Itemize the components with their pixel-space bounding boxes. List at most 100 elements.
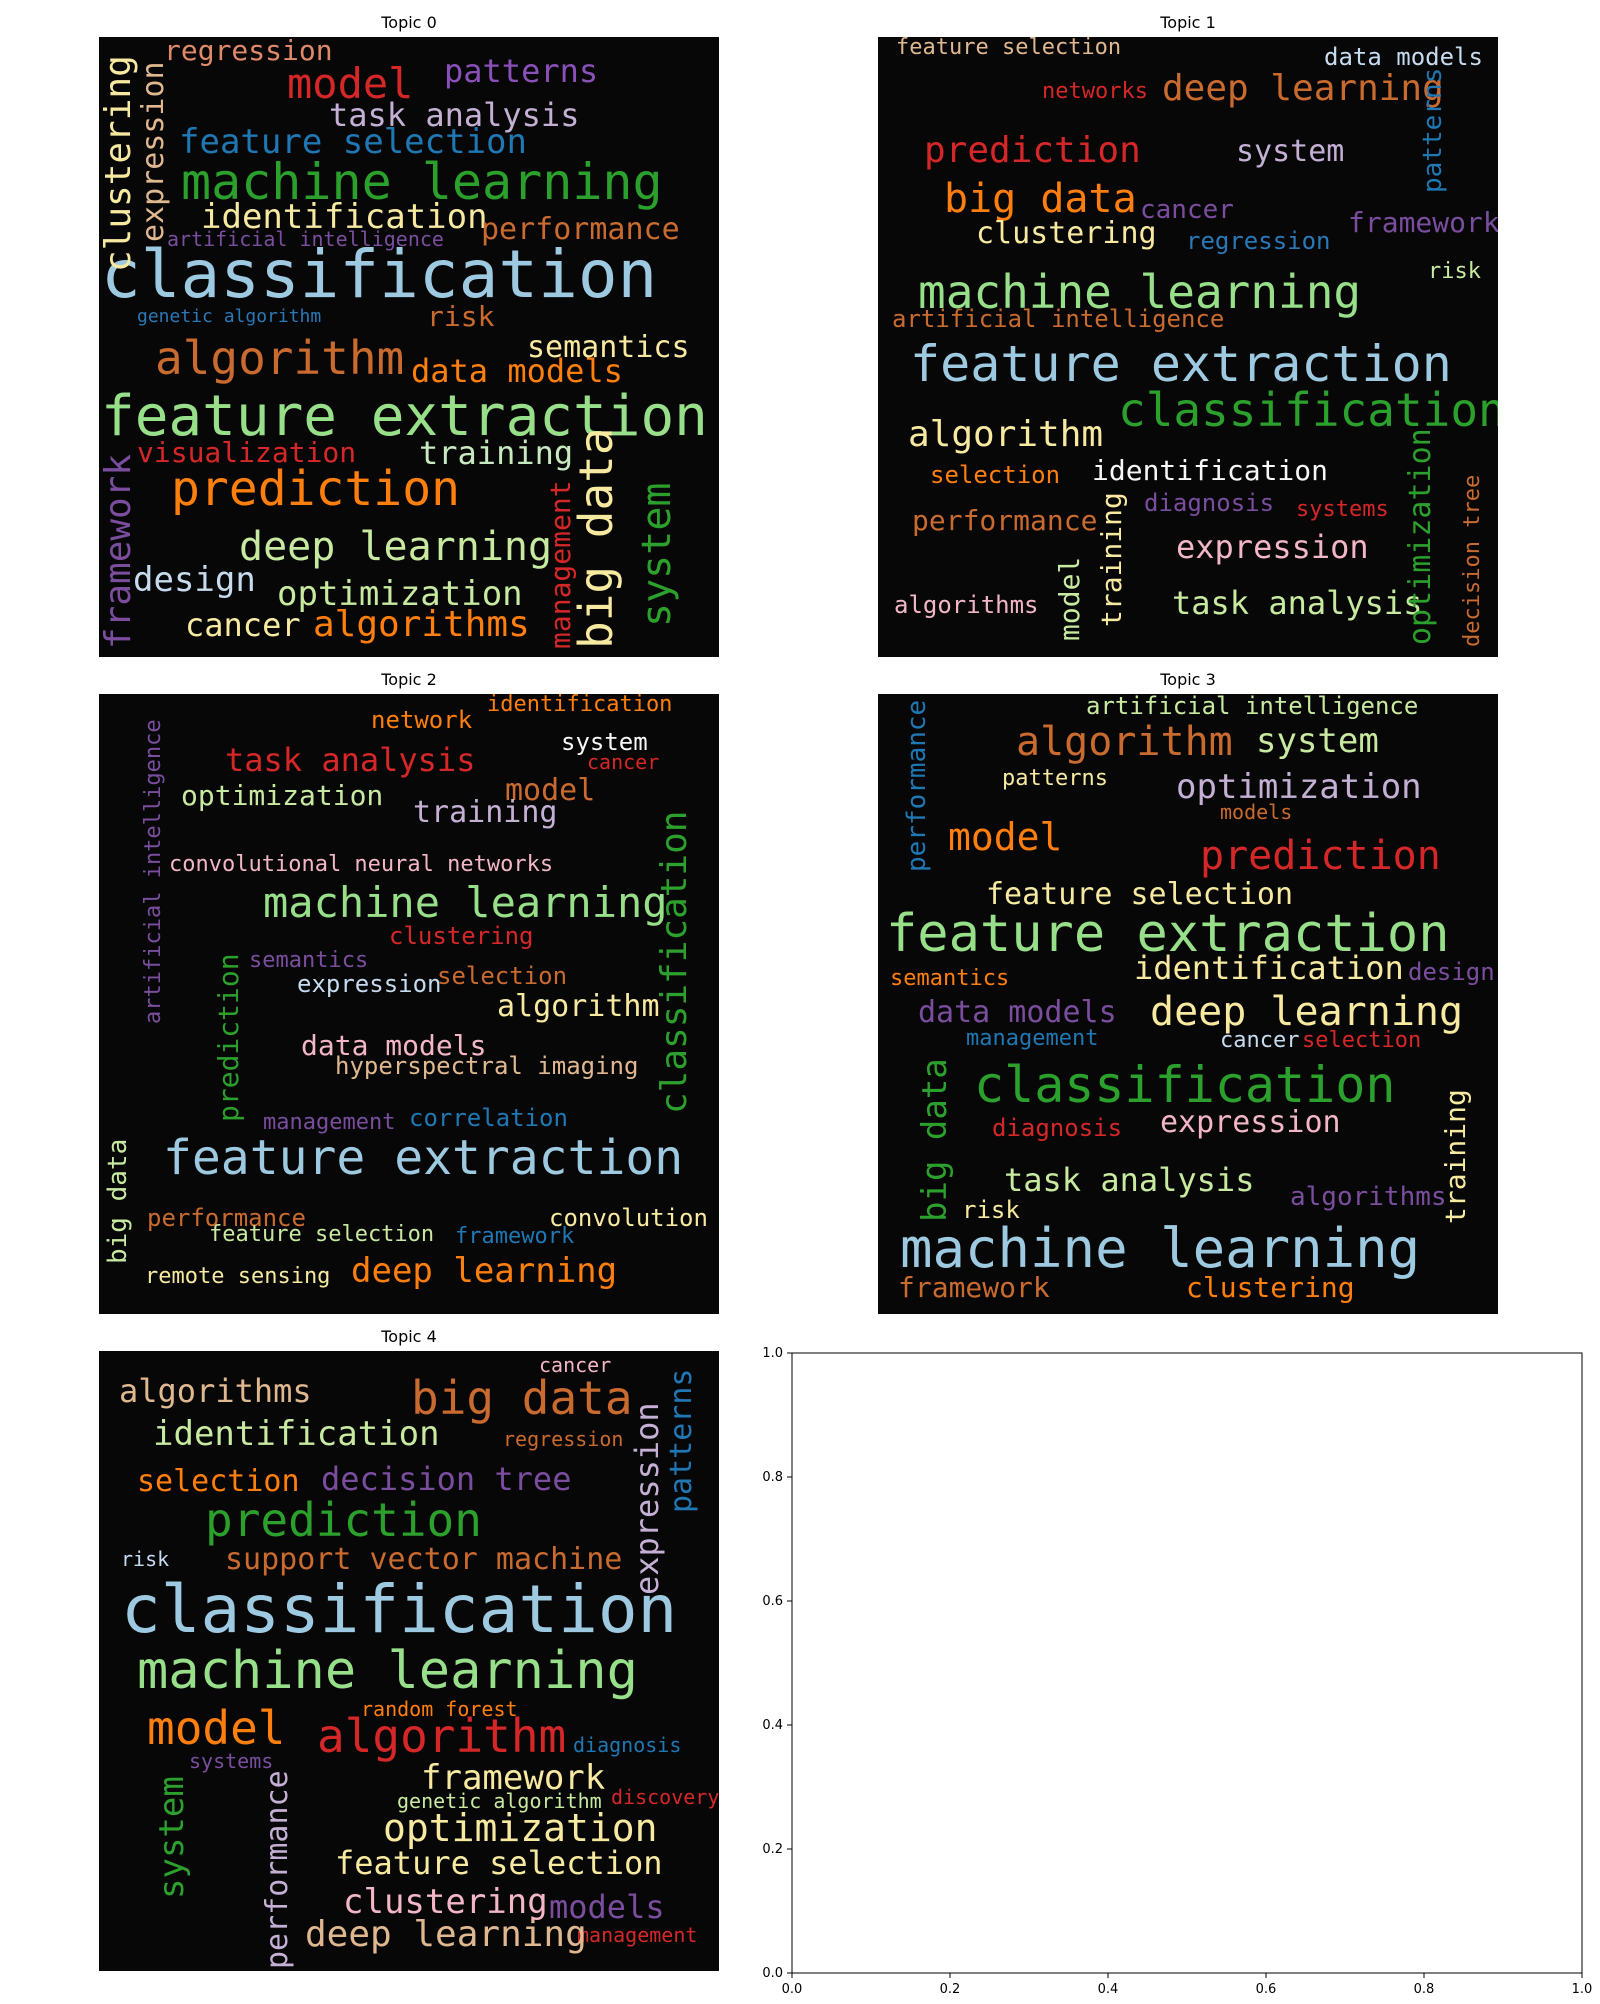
wordcloud-word: optimization [1176,767,1422,807]
wordcloud-word: selection [1302,1028,1422,1053]
wordcloud-word: regression [503,1427,624,1451]
wordcloud-word: convolution [549,1204,708,1232]
wordcloud-word-vertical: patterns [1418,67,1448,193]
wordcloud-word: task analysis [1172,584,1423,622]
x-tick-label: 0.8 [1414,1982,1435,1997]
wordcloud-word: classification [121,1571,678,1648]
wordcloud-word: algorithm [155,331,405,385]
wordcloud-word: machine learning [263,878,668,927]
wordcloud-word: feature extraction [886,904,1450,964]
wordcloud-word: correlation [409,1104,568,1132]
x-tick-label: 0.4 [1098,1982,1119,1997]
wordcloud-word: risk [427,300,495,333]
wordcloud-word: optimization [277,574,523,614]
wordcloud-word: algorithm [1016,719,1233,765]
wordcloud-word: algorithm [908,414,1104,455]
wordcloud-topic-0: regression model patterns task analysis feat… [99,37,719,657]
wordcloud-word: deep learning [1150,989,1464,1035]
wordcloud-word: system [1236,134,1345,169]
panel-title-topic-2: Topic 2 [381,670,437,689]
wordcloud-word: discovery [611,1785,719,1809]
wordcloud-word-vertical: model [1053,556,1086,641]
wordcloud-word: hyperspectral imaging [335,1052,639,1080]
wordcloud-word: classification [1118,383,1498,437]
wordcloud-word-vertical: big data [569,427,623,649]
wordcloud-word: diagnosis [992,1114,1123,1142]
wordcloud-word: algorithm [317,1709,567,1763]
wordcloud-word: selection [930,461,1061,489]
y-tick-label: 0.6 [762,1594,783,1609]
wordcloud-word: expression [297,970,442,998]
wordcloud-word: framework [455,1224,575,1249]
wordcloud-word-vertical: big data [915,1058,955,1222]
panel-title-topic-0: Topic 0 [381,13,437,32]
empty-axes-panel: 0.0 0.2 0.4 0.6 0.8 1.0 0.0 0.2 0.4 0.6 0.8 1.0 [740,1340,1600,2000]
wordcloud-word: management [966,1026,1099,1051]
wordcloud-word: clustering [389,922,534,950]
wordcloud-topic-2: identification network system cancer task an… [99,694,719,1314]
wordcloud-word: big data [944,176,1137,222]
x-tick-label: 0.2 [940,1982,961,1997]
wordcloud-word: training [413,795,558,830]
wordcloud-word: task analysis [1004,1161,1255,1199]
wordcloud-word: selection [137,1464,300,1499]
wordcloud-word: design [1408,958,1495,986]
wordcloud-word-vertical: optimization [1403,428,1438,645]
wordcloud-word: clustering [343,1882,548,1922]
wordcloud-word: prediction [205,1493,482,1547]
wordcloud-word: algorithms [119,1372,312,1410]
wordcloud-word-vertical: artificial intelligence [141,719,166,1024]
wordcloud-word: regression [164,37,333,67]
wordcloud-word-vertical: system [634,482,680,628]
wordcloud-word: feature selection [896,37,1122,60]
wordcloud-word: expression [1160,1105,1341,1140]
wordcloud-word: semantics [527,330,690,365]
wordcloud-word: cancer [1220,1028,1300,1053]
wordcloud-word: big data [411,1371,633,1425]
wordcloud-word: cancer [185,606,301,644]
wordcloud-word: prediction [924,130,1141,171]
wordcloud-word: identification [153,1414,440,1454]
wordcloud-topic-3: artificial intelligence algorithm system pa… [878,694,1498,1314]
wordcloud-word: regression [1186,227,1331,255]
wordcloud-word: networks [1042,79,1148,104]
wordcloud-word: classification [101,236,658,313]
wordcloud-word-vertical: performance [260,1770,295,1969]
wordcloud-word: genetic algorithm [397,1789,602,1813]
wordcloud-word: machine learning [137,1641,638,1701]
axes-frame [791,1352,1583,1974]
wordcloud-word: risk [1428,259,1481,284]
wordcloud-word: management [263,1110,396,1135]
wordcloud-word: feature extraction [910,335,1452,393]
wordcloud-word: clustering [976,216,1157,251]
y-tick-label: 1.0 [762,1346,783,1361]
wordcloud-word-vertical: prediction [212,953,245,1122]
wordcloud-word: network [371,706,473,734]
wordcloud-word: cancer [587,750,660,774]
y-tick-label: 0.0 [762,1966,783,1981]
wordcloud-word-vertical: patterns [664,1368,699,1514]
wordcloud-word: diagnosis [1144,489,1275,517]
wordcloud-word-vertical: classification [654,810,695,1114]
wordcloud-word: prediction [171,461,460,517]
wordcloud-word-vertical: system [152,1776,192,1899]
wordcloud-word: model [287,59,414,108]
wordcloud-word: algorithms [1290,1182,1447,1212]
wordcloud-word: task analysis [329,96,580,134]
wordcloud-topic-4: cancer algorithms big data regression identi… [99,1351,719,1971]
wordcloud-word: algorithm [497,989,660,1024]
wordcloud-word: artificial intelligence [892,305,1225,333]
wordcloud-word: machine learning [181,153,663,211]
panel-title-topic-4: Topic 4 [381,1327,437,1346]
wordcloud-word: artificial intelligence [167,227,444,251]
wordcloud-word: data models [918,995,1117,1030]
wordcloud-word: deep learning [305,1914,587,1955]
wordcloud-word: patterns [1002,766,1108,791]
wordcloud-word: optimization [383,1806,658,1850]
wordcloud-word: task analysis [225,741,476,779]
wordcloud-word: diagnosis [573,1733,682,1757]
panel-title-topic-3: Topic 3 [1160,670,1216,689]
wordcloud-word: framework [898,1271,1050,1304]
wordcloud-word: data models [1324,43,1483,71]
wordcloud-word: performance [912,504,1098,537]
